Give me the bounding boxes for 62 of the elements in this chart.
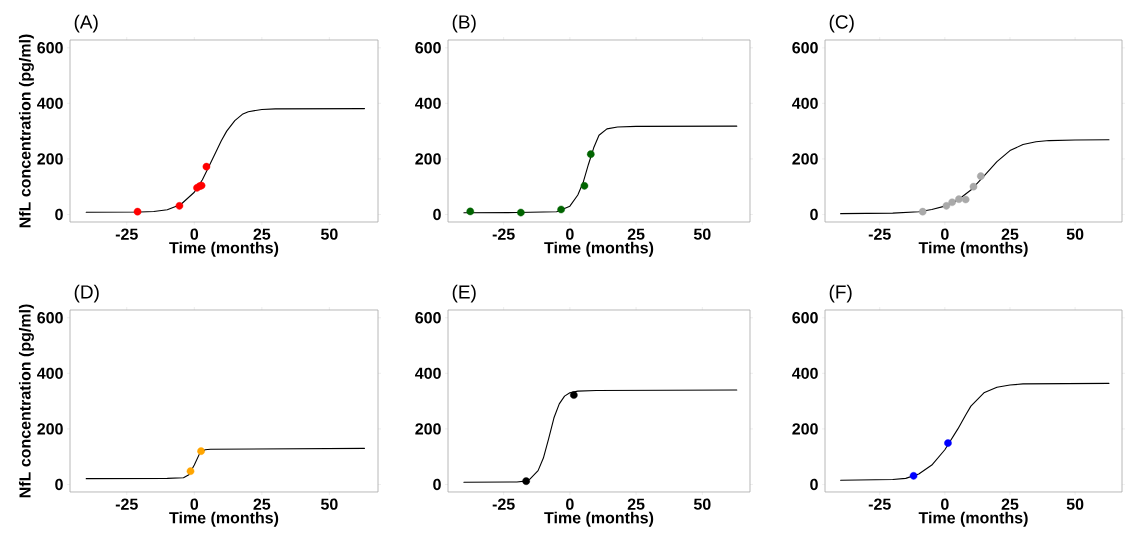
x-axis-title: Time (months)	[918, 511, 1028, 527]
y-tick-label: 600	[792, 42, 818, 54]
x-tick-label: 0	[941, 498, 949, 510]
x-tick-label: 0	[566, 228, 574, 240]
y-tick-label: 200	[37, 153, 63, 165]
y-tick-label: 200	[415, 423, 441, 435]
y-tick-label: 200	[792, 423, 818, 435]
x-tick-label: -25	[115, 498, 138, 510]
y-tick-label: 400	[415, 367, 441, 379]
chart-title: (D)	[74, 284, 99, 303]
chart-title: (A)	[74, 14, 98, 33]
y-tick-label: 600	[37, 312, 63, 324]
x-axis-title: Time (months)	[544, 241, 654, 257]
x-tick-label: 25	[627, 498, 645, 510]
x-axis-title: Time (months)	[544, 511, 654, 527]
y-tick-label: 0	[433, 478, 441, 491]
x-tick-label: 0	[941, 228, 949, 240]
y-tick-label: 0	[810, 478, 818, 491]
x-tick-label: -25	[115, 228, 138, 240]
x-tick-label: 50	[693, 498, 711, 510]
y-tick-label: 600	[415, 312, 441, 324]
y-tick-label: 600	[415, 42, 441, 54]
x-tick-label: 50	[1066, 228, 1084, 240]
x-tick-label: 0	[190, 498, 199, 510]
x-tick-label: -25	[868, 498, 891, 510]
x-tick-label: 25	[253, 498, 271, 510]
x-tick-label: 25	[253, 228, 271, 240]
y-tick-label: 400	[37, 97, 63, 110]
x-tick-label: 25	[1001, 498, 1019, 510]
y-tick-label: 0	[55, 478, 63, 491]
y-axis-title: NfL concentration (pg/ml)	[18, 34, 34, 228]
x-axis-title: Time (months)	[169, 241, 279, 257]
chart-title: (C)	[829, 14, 854, 33]
x-tick-label: 25	[627, 228, 645, 240]
y-tick-label: 0	[55, 208, 63, 221]
x-tick-label: 0	[566, 498, 574, 510]
x-axis-title: Time (months)	[169, 511, 279, 527]
x-tick-label: -25	[492, 498, 515, 510]
y-tick-label: 400	[792, 367, 818, 379]
y-tick-label: 200	[415, 153, 441, 165]
x-tick-label: 0	[190, 228, 199, 240]
x-axis-title: Time (months)	[918, 241, 1028, 257]
y-tick-label: 400	[792, 97, 818, 110]
y-axis-title: NfL concentration (pg/ml)	[18, 304, 34, 498]
x-tick-label: 50	[320, 228, 338, 240]
y-tick-label: 0	[433, 208, 441, 221]
y-tick-label: 200	[792, 153, 818, 165]
x-tick-label: -25	[492, 228, 515, 240]
y-tick-label: 0	[810, 208, 818, 221]
y-tick-label: 400	[37, 367, 63, 379]
x-tick-label: 50	[320, 498, 338, 510]
chart-title: (E)	[452, 284, 476, 303]
y-tick-label: 600	[37, 42, 63, 54]
y-tick-label: 600	[792, 312, 818, 324]
x-tick-label: -25	[868, 228, 891, 240]
x-tick-label: 25	[1001, 228, 1019, 240]
x-tick-label: 50	[693, 228, 711, 240]
x-tick-label: 50	[1066, 498, 1084, 510]
chart-title: (F)	[829, 284, 852, 303]
chart-title: (B)	[452, 14, 476, 33]
y-tick-label: 200	[37, 423, 63, 435]
y-tick-label: 400	[415, 97, 441, 110]
